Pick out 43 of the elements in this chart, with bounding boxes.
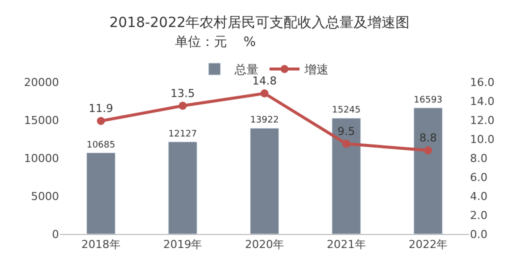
bar [168, 142, 198, 234]
y2-tick-label: 6.0 [470, 170, 488, 184]
y-tick-label: 5000 [31, 190, 59, 203]
data-label: 12127 [168, 129, 197, 140]
y2-tick-label: 4.0 [470, 190, 488, 203]
bar [414, 108, 443, 234]
x-tick-label: 2022年 [408, 238, 448, 252]
x-tick-label: 2019年 [163, 238, 202, 252]
bar [332, 118, 361, 234]
data-label: 14.8 [252, 74, 277, 88]
point [342, 140, 350, 148]
data-label: 11.9 [88, 102, 114, 116]
y2-tick-label: 0.0 [470, 228, 488, 241]
x-tick-label: 2020年 [245, 238, 284, 252]
chart-title: 2018-2022年农村居民可支配收入总量及增速图 [109, 14, 410, 31]
y2-tick-label: 10.0 [470, 132, 494, 146]
chart-subtitle: 单位：元 % [175, 35, 256, 50]
point [424, 146, 432, 154]
data-label: 10685 [86, 140, 116, 150]
x-tick-label: 2021年 [326, 238, 366, 252]
point [96, 116, 105, 125]
data-label: 16593 [414, 95, 442, 106]
x-tick-label: 2018年 [81, 238, 120, 252]
y2-tick-label: 14.0 [470, 94, 494, 108]
bar [250, 128, 280, 234]
y-tick-label: 10000 [24, 152, 59, 165]
legend-label: 增速 [304, 62, 328, 77]
data-label: 13.5 [170, 87, 195, 100]
legend-label: 总量 [234, 62, 258, 77]
data-label: 13922 [250, 116, 279, 126]
y-tick-label: 0 [52, 228, 59, 241]
bar [86, 152, 116, 234]
point [178, 102, 187, 110]
point [260, 89, 268, 98]
data-label: 15245 [332, 106, 361, 116]
data-label: 9.5 [338, 125, 356, 138]
data-label: 8.8 [419, 132, 437, 145]
y2-tick-label: 12.0 [470, 114, 494, 127]
y-tick-label: 20000 [24, 76, 59, 89]
y2-tick-label: 8.0 [470, 152, 488, 165]
y-tick-label: 15000 [24, 114, 59, 127]
y2-tick-label: 2.0 [470, 208, 488, 222]
y2-tick-label: 16.0 [470, 76, 494, 89]
